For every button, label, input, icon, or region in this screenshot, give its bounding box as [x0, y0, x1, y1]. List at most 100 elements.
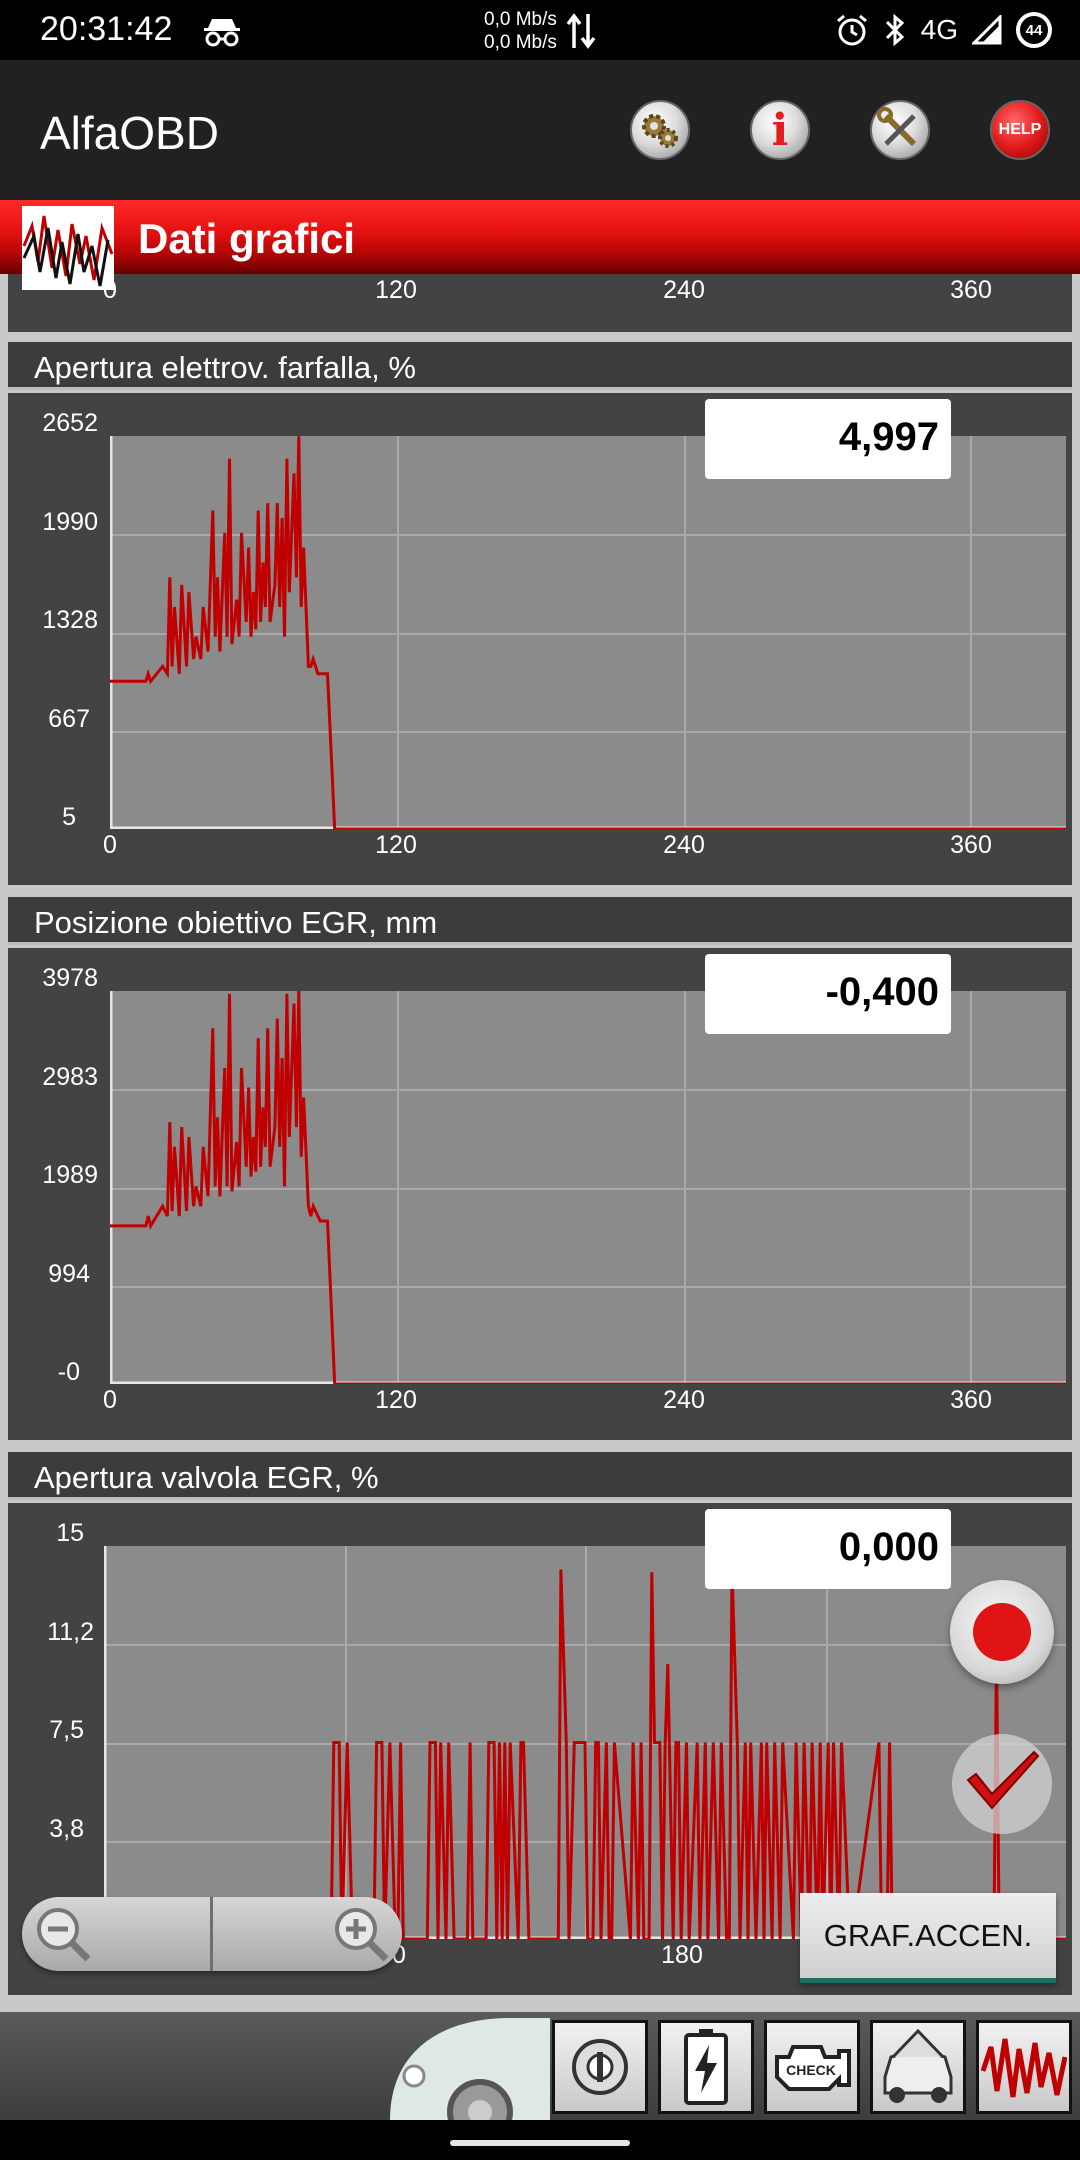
gridline [110, 730, 1066, 733]
x-tick: 240 [663, 1386, 705, 1414]
net-up-text: 0,0 Mb/s [484, 9, 557, 30]
y-tick: 1990 [42, 508, 98, 536]
app-bar: AlfaOBD i HELP [0, 60, 1080, 200]
gridline [825, 1546, 828, 1939]
status-bar: 20:31:42 0,0 Mb/s 0,0 Mb/s 4G 44 [0, 0, 1080, 60]
chart-header: Apertura valvola EGR, % [8, 1452, 1072, 1500]
x-tick: 240 [663, 831, 705, 859]
confirm-button[interactable] [950, 1732, 1054, 1836]
y-tick: 1328 [42, 606, 98, 634]
checkmark-icon [952, 1734, 1052, 1834]
gridline [683, 991, 686, 1384]
chart-title: Apertura valvola EGR, % [34, 1460, 379, 1495]
y-tick: 5 [62, 803, 76, 831]
y-tick: 7,5 [49, 1716, 84, 1744]
gridline [396, 436, 399, 829]
ignition-key-icon [572, 2039, 628, 2095]
y-tick: 15 [56, 1519, 84, 1547]
graph-content: 0 120 240 360 Dati grafici Apertura elet… [0, 200, 1080, 2012]
x-tick: 120 [375, 276, 417, 304]
data-transfer-icon [566, 13, 596, 49]
chart-title: Apertura elettrov. farfalla, % [34, 350, 416, 385]
x-tick: 120 [375, 1386, 417, 1414]
help-button[interactable]: HELP [990, 100, 1050, 160]
car-service-button[interactable] [870, 2020, 966, 2114]
chart-header: Apertura elettrov. farfalla, % [8, 342, 1072, 390]
current-value-box: 4,997 [705, 399, 951, 479]
x-tick: 180 [661, 1941, 703, 1969]
y-tick: 3,8 [49, 1815, 84, 1843]
network-speed: 0,0 Mb/s 0,0 Mb/s [484, 8, 557, 54]
record-icon [973, 1603, 1031, 1661]
info-button[interactable]: i [750, 100, 810, 160]
x-tick: 0 [103, 1386, 117, 1414]
ignition-button[interactable] [552, 2020, 648, 2114]
gears-icon [642, 114, 678, 148]
y-tick: 994 [48, 1260, 90, 1288]
section-title: Dati grafici [138, 215, 356, 262]
trace-svg [110, 436, 1066, 829]
home-gesture-bar[interactable] [450, 2140, 630, 2146]
app-title: AlfaOBD [40, 107, 219, 159]
gridline [970, 436, 973, 829]
tools-button[interactable] [870, 100, 930, 160]
y-tick: 11,2 [47, 1618, 94, 1646]
battery-charge-icon [684, 2029, 728, 2105]
trace-svg [110, 991, 1066, 1384]
y-tick: -0 [57, 1358, 80, 1386]
wrench-screwdriver-icon [877, 107, 917, 147]
battery-level: 44 [1025, 21, 1043, 39]
y-tick: 3978 [42, 964, 98, 992]
y-tick: 2983 [42, 1063, 98, 1091]
chart-plot-area[interactable] [110, 436, 1066, 829]
gridline [110, 1187, 1066, 1190]
gridline [110, 534, 1066, 537]
status-icons: 4G 44 [835, 10, 1052, 50]
alarm-icon [836, 14, 867, 46]
chart-title: Posizione obiettivo EGR, mm [34, 905, 438, 940]
gridline [970, 991, 973, 1384]
battery-icon: 44 [1016, 12, 1052, 48]
x-tick: 240 [663, 276, 705, 304]
graph-wave-icon [22, 206, 114, 290]
record-button[interactable] [950, 1580, 1054, 1684]
gridline [110, 1285, 1066, 1288]
graph-accent-button[interactable]: GRAF.ACCEN. [800, 1893, 1056, 1983]
incognito-icon [204, 19, 240, 47]
zoom-control [22, 1897, 402, 1971]
series-line [110, 991, 1066, 1384]
network-type: 4G [920, 14, 958, 45]
system-nav-bar [0, 2120, 1080, 2160]
axis-line [110, 436, 1066, 829]
zoom-divider [210, 1897, 213, 1971]
gridline [344, 1546, 347, 1939]
check-engine-button[interactable]: CHECK [764, 2020, 860, 2114]
check-label: CHECK [786, 2062, 836, 2078]
help-label: HELP [998, 121, 1042, 138]
axis-line [110, 991, 1066, 1384]
gridline [110, 632, 1066, 635]
bluetooth-icon [885, 13, 904, 47]
info-icon: i [771, 104, 789, 156]
gridline [110, 1089, 1066, 1092]
current-value-box: -0,400 [705, 954, 951, 1034]
settings-gear-button[interactable] [630, 100, 690, 160]
trace-svg [104, 1546, 1066, 1939]
x-tick: 120 [375, 831, 417, 859]
gridline [683, 436, 686, 829]
x-tick: 360 [950, 1386, 992, 1414]
chart-plot-area[interactable] [104, 1546, 1066, 1939]
battery-button[interactable] [658, 2020, 754, 2114]
graph-button[interactable] [976, 2020, 1072, 2114]
check-engine-icon: CHECK [775, 2045, 851, 2091]
net-down-text: 0,0 Mb/s [484, 32, 557, 53]
zoom-in-icon[interactable] [332, 1905, 390, 1963]
y-tick: 2652 [42, 409, 98, 437]
gridline [396, 991, 399, 1384]
y-tick: 1989 [42, 1161, 98, 1189]
graph-wave-icon [981, 2038, 1067, 2098]
series-line [104, 1569, 1066, 1939]
chart-plot-area[interactable] [110, 991, 1066, 1384]
zoom-out-icon[interactable] [34, 1905, 92, 1963]
bottom-toolbar: CHECK [0, 2012, 1080, 2120]
